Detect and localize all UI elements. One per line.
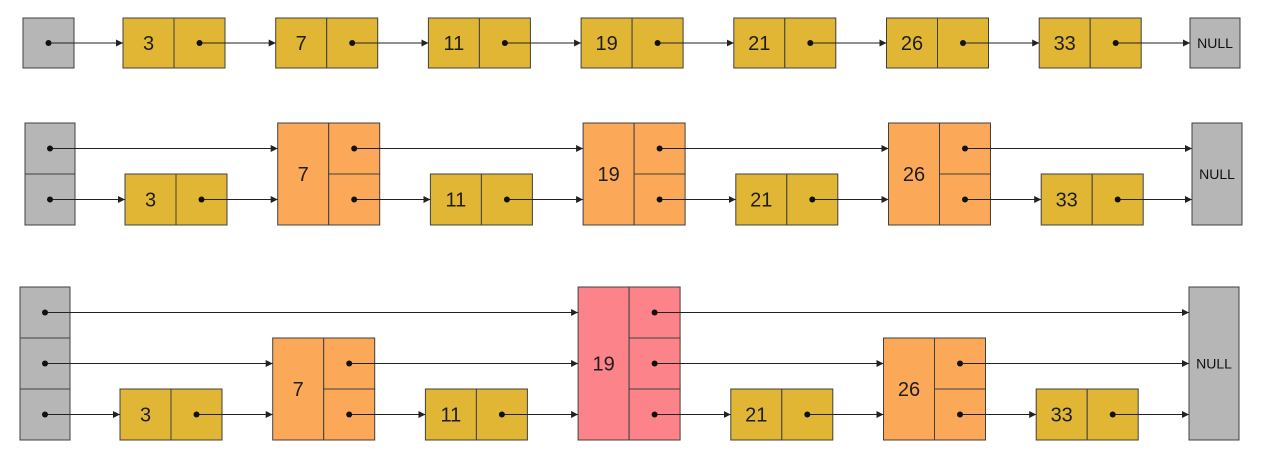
pointer-dot — [962, 145, 968, 152]
node-value-cell — [275, 17, 328, 69]
pointer-dot — [346, 411, 353, 418]
null-label: NULL — [1196, 356, 1232, 372]
node-value: 11 — [446, 190, 467, 212]
pointer-dot — [656, 196, 663, 203]
node-value: 19 — [595, 33, 617, 55]
node-value: 21 — [748, 33, 770, 55]
node-value-cell — [582, 122, 635, 226]
pointer-dot — [45, 40, 52, 46]
node-value: 3 — [145, 190, 156, 212]
pointer-dot — [42, 360, 48, 367]
node-value: 26 — [903, 164, 925, 186]
pointer-dot — [47, 145, 53, 152]
pointer-dot — [809, 196, 816, 203]
pointer-dot — [501, 40, 508, 46]
node-value-cell — [272, 337, 325, 441]
node-value-cell — [1035, 388, 1088, 441]
node-value: 11 — [444, 33, 465, 55]
pointer-dot — [42, 411, 48, 418]
pointer-dot — [351, 145, 358, 152]
node-value-cell — [888, 122, 940, 226]
null-terminal — [1189, 17, 1241, 69]
node-value: 21 — [745, 405, 767, 427]
node-value: 19 — [597, 164, 619, 186]
pointer-dot — [47, 196, 53, 203]
null-label: NULL — [1199, 166, 1235, 182]
pointer-dot — [503, 196, 510, 203]
node-value: 33 — [1056, 190, 1078, 212]
lists-layer: NULL 3 7 11 19 21 26 33 NULL 3 7 11 19 21 26 33 NULL 3 7 11… — [19, 17, 1243, 441]
pointer-dot — [198, 196, 205, 203]
pointer-dot — [807, 40, 814, 46]
node-value: 19 — [592, 354, 614, 376]
pointer-dot — [193, 411, 200, 418]
pointer-dot — [957, 360, 963, 367]
pointer-dot — [651, 309, 658, 316]
node-value: 26 — [901, 33, 923, 55]
node-value: 7 — [293, 379, 304, 401]
pointer-dot — [962, 196, 968, 203]
null-terminal — [1188, 286, 1240, 441]
node-value: 26 — [898, 379, 920, 401]
node-value-cell — [886, 17, 938, 69]
pointer-dot — [656, 145, 663, 152]
pointer-dot — [1109, 411, 1116, 418]
node-value-cell — [735, 173, 788, 226]
pointer-dot — [804, 411, 811, 418]
null-terminal — [1191, 122, 1243, 226]
node-value: 21 — [750, 190, 772, 212]
pointer-dot — [498, 411, 505, 418]
node-value: 33 — [1051, 405, 1073, 427]
pointer-dot — [346, 360, 353, 367]
node-value: 3 — [143, 33, 154, 55]
null-label: NULL — [1197, 35, 1233, 51]
pointer-dot — [651, 360, 658, 367]
skip-list-2: NULL 3 7 11 19 21 26 33 — [24, 122, 1243, 226]
pointer-dot — [957, 411, 963, 418]
node-value-cell — [424, 388, 477, 441]
node-value: 3 — [140, 405, 151, 427]
pointer-dot — [1112, 40, 1119, 46]
pointer-dot — [196, 40, 203, 46]
skip-list-1: NULL 3 7 11 19 21 26 33 — [22, 17, 1241, 69]
node-value: 33 — [1054, 33, 1076, 55]
pointer-dot — [654, 40, 661, 46]
pointer-dot — [351, 196, 358, 203]
node-value: 7 — [296, 33, 307, 55]
pointer-dot — [1114, 196, 1121, 203]
pointer-dot — [349, 40, 356, 46]
pointer-dot — [42, 309, 48, 316]
pointer-dot — [651, 411, 658, 418]
node-value-cell — [429, 173, 482, 226]
node-value-cell — [730, 388, 783, 441]
node-value-cell — [427, 17, 480, 69]
node-value-cell — [277, 122, 330, 226]
node-value: 7 — [298, 164, 309, 186]
node-value: 11 — [441, 405, 462, 427]
pointer-dot — [960, 40, 966, 46]
skip-list-3: NULL 3 7 11 19 21 26 33 — [19, 286, 1240, 441]
node-value-cell — [122, 17, 175, 69]
